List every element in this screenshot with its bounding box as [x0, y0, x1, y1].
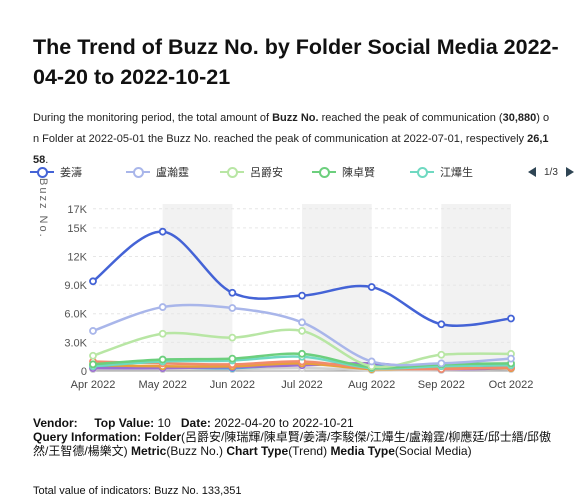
data-point	[367, 357, 376, 366]
legend-page-indicator: 1/3	[544, 166, 558, 178]
query-folder-value: (呂爵安/陳瑞輝/陳卓賢/姜濤/李駿傑/江𤒹生/盧瀚霆/柳應廷/邱士縉/邱傲然/…	[33, 430, 552, 458]
desc-text-3: ) on Folder at 2022-05-01 the Buzz No. r…	[33, 112, 550, 145]
query-metric-label: Metric	[131, 444, 167, 458]
date-value: 2022-04-20 to 2022-10-21	[214, 416, 354, 430]
legend-item-3[interactable]: 呂爵安	[220, 162, 283, 182]
desc-peak-value: 30,880	[502, 112, 537, 124]
y-tick-label: 3.0K	[64, 337, 87, 349]
series-lines	[89, 227, 515, 374]
x-tick-label: May 2022	[139, 379, 187, 391]
data-point	[228, 333, 237, 342]
data-point	[228, 304, 237, 312]
x-axis-ticks: Apr 2022 May 2022 Jun 2022 Jul 2022 Aug 2022…	[71, 379, 534, 391]
legend-next-page-icon[interactable]	[565, 167, 574, 177]
desc-metric: Buzz No.	[272, 112, 319, 124]
legend-line-marker-icon	[220, 166, 244, 178]
data-point	[89, 360, 97, 369]
query-meta: Vendor: Top Value: 10 Date: 2022-04-20 t…	[33, 416, 558, 458]
y-tick-label: 0	[81, 366, 87, 378]
chart-legend: 姜濤 盧瀚霆 呂爵安 陳卓賢 江𤒹生 1/3	[30, 162, 574, 182]
shaded-band	[441, 204, 511, 371]
shaded-band	[162, 204, 233, 371]
legend-pager: 1/3	[528, 162, 574, 182]
legend-label: 陳卓賢	[342, 167, 375, 179]
top-value: 10	[157, 416, 171, 430]
data-point	[228, 288, 237, 297]
data-point	[437, 350, 446, 359]
desc-text-2: reached the peak of communication (	[318, 112, 503, 124]
y-axis-ticks: 0 3.0K 6.0K 9.0K 12K 15K 17K	[64, 204, 87, 378]
trend-chart: 0 3.0K 6.0K 9.0K 12K 15K 17K Apr 2022 May 2022 J…	[37, 178, 534, 391]
data-point	[437, 320, 446, 329]
x-tick-label: Jun 2022	[210, 379, 255, 391]
shaded-bands	[162, 204, 511, 371]
chart-title: The Trend of Buzz No. by Folder Social M…	[33, 35, 559, 89]
y-tick-label: 12K	[67, 251, 87, 263]
date-label: Date:	[180, 416, 211, 430]
x-tick-label: Sep 2022	[418, 379, 465, 391]
legend-line-marker-icon	[410, 166, 434, 178]
legend-prev-page-icon[interactable]	[528, 167, 536, 177]
data-point	[158, 329, 167, 338]
legend-line-marker-icon	[312, 166, 336, 178]
legend-item-5[interactable]: 江𤒹生	[410, 162, 473, 182]
data-point	[89, 327, 97, 335]
y-tick-label: 17K	[67, 204, 87, 216]
query-media-label: Media Type	[330, 444, 395, 458]
chart-description: During the monitoring period, the total …	[33, 108, 553, 171]
legend-line-marker-icon	[126, 166, 150, 178]
desc-second-peak-value: 26,158	[33, 133, 549, 166]
query-metric-value: (Buzz No.)	[166, 444, 224, 458]
desc-text-1: During the monitoring period, the total …	[33, 112, 273, 124]
y-tick-label: 15K	[67, 223, 87, 235]
desc-text-4: .	[45, 154, 49, 166]
query-media-value: (Social Media)	[394, 444, 472, 458]
y-tick-label: 9.0K	[64, 280, 87, 292]
legend-line-marker-icon	[30, 166, 54, 178]
x-tick-label: Aug 2022	[348, 379, 395, 391]
data-point	[507, 354, 515, 363]
legend-item-2[interactable]: 盧瀚霆	[126, 162, 189, 182]
data-point	[298, 318, 306, 327]
data-point	[298, 291, 306, 300]
legend-label: 盧瀚霆	[156, 167, 189, 179]
data-point	[89, 351, 97, 360]
x-tick-label: Oct 2022	[489, 379, 534, 391]
legend-label: 姜濤	[60, 167, 82, 179]
data-point	[158, 227, 167, 236]
shaded-band	[302, 204, 372, 371]
query-chart-label: Chart Type	[226, 444, 289, 458]
query-folder-label: Folder	[144, 430, 182, 444]
query-chart-value: (Trend)	[288, 444, 328, 458]
series-姜濤	[89, 227, 515, 329]
legend-item-1[interactable]: 姜濤	[30, 162, 82, 182]
vendor-label: Vendor:	[33, 416, 78, 430]
data-point	[437, 359, 446, 368]
x-tick-label: Jul 2022	[281, 379, 323, 391]
x-tick-label: Apr 2022	[71, 379, 116, 391]
top-value-label: Top Value:	[94, 416, 155, 430]
y-axis-label: Buzz No.	[37, 178, 49, 239]
data-point	[158, 303, 167, 311]
data-point	[228, 354, 237, 363]
data-point	[298, 327, 306, 335]
legend-label: 江𤒹生	[440, 167, 473, 179]
legend-item-4[interactable]: 陳卓賢	[312, 162, 375, 182]
data-point	[89, 277, 97, 286]
data-point	[298, 349, 306, 358]
series-盧瀚霆	[89, 303, 515, 368]
data-point	[507, 314, 515, 323]
y-tick-label: 6.0K	[64, 309, 87, 321]
legend-label: 呂爵安	[250, 167, 283, 179]
series-呂爵安	[89, 327, 515, 371]
data-point	[158, 355, 167, 364]
data-point	[367, 283, 376, 291]
query-label: Query Information:	[33, 430, 142, 444]
total-indicator: Total value of indicators: Buzz No. 133,…	[33, 485, 242, 497]
